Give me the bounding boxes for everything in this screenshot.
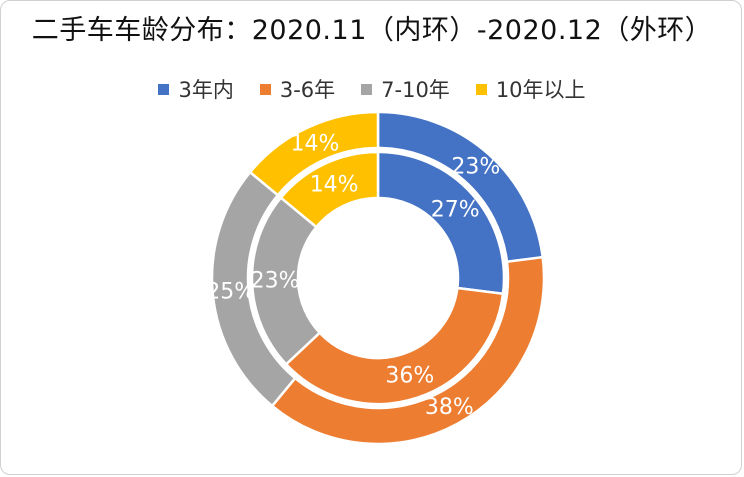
legend-label: 10年以上 xyxy=(495,78,586,102)
legend-swatch xyxy=(259,83,271,95)
inner-ring-data-label: 36% xyxy=(385,363,434,388)
legend-item: 3-6年 xyxy=(259,74,336,104)
legend-swatch xyxy=(475,83,487,95)
inner-ring-data-label: 27% xyxy=(431,197,480,222)
inner-ring-slice xyxy=(279,150,380,229)
legend-label: 3年内 xyxy=(178,78,234,102)
legend-label: 3-6年 xyxy=(279,78,336,102)
inner-ring-data-label: 23% xyxy=(251,269,300,294)
outer-ring-data-label: 14% xyxy=(291,132,340,157)
inner-ring-slice xyxy=(284,286,505,406)
legend-swatch xyxy=(361,83,373,95)
outer-ring-data-label: 23% xyxy=(451,154,500,179)
legend-item: 10年以上 xyxy=(475,74,586,104)
legend-label: 7-10年 xyxy=(381,78,450,102)
outer-ring-slice xyxy=(248,110,380,197)
legend-item: 3年内 xyxy=(158,74,234,104)
chart-legend: 3年内 3-6年 7-10年 10年以上 xyxy=(0,74,744,104)
outer-ring-data-label: 25% xyxy=(206,279,255,304)
legend-item: 7-10年 xyxy=(361,74,450,104)
legend-swatch xyxy=(158,83,170,95)
inner-ring-data-label: 14% xyxy=(310,172,359,197)
chart-title: 二手车车龄分布：2020.11（内环）-2020.12（外环） xyxy=(31,15,713,46)
outer-ring-data-label: 38% xyxy=(425,395,474,420)
